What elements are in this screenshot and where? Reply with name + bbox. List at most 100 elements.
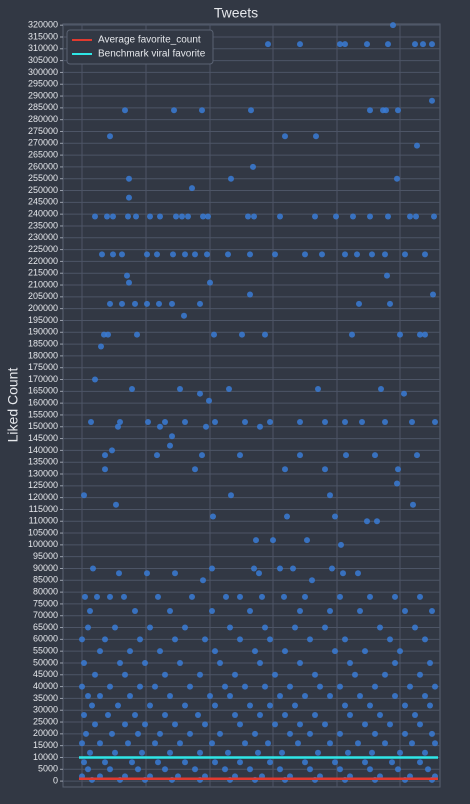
point — [116, 570, 122, 577]
point — [197, 300, 203, 307]
point — [113, 501, 119, 508]
point — [119, 300, 125, 307]
point — [155, 759, 161, 766]
point — [343, 452, 349, 459]
point — [292, 624, 298, 631]
point — [327, 693, 333, 700]
point — [284, 513, 290, 520]
point — [407, 683, 413, 690]
point — [107, 133, 113, 140]
point — [427, 659, 433, 666]
y-tick-label: 185000 — [28, 338, 58, 348]
point — [359, 419, 365, 426]
point — [297, 608, 303, 615]
point — [83, 730, 89, 737]
y-tick-label: 205000 — [28, 291, 58, 301]
point — [90, 565, 96, 572]
point — [104, 213, 110, 220]
point — [127, 693, 133, 700]
point — [307, 730, 313, 737]
y-tick-label: 95000 — [33, 551, 58, 561]
point — [390, 22, 396, 29]
point — [232, 671, 238, 678]
point — [232, 711, 238, 718]
point — [397, 331, 403, 338]
y-tick-label: 125000 — [28, 480, 58, 490]
point — [157, 213, 163, 220]
point — [171, 107, 177, 114]
point — [115, 702, 121, 709]
y-tick-label: 20000 — [33, 728, 58, 738]
point — [202, 636, 208, 643]
point — [162, 671, 168, 678]
point — [409, 419, 415, 426]
y-tick-label: 320000 — [28, 20, 58, 30]
point — [279, 749, 285, 756]
point — [144, 300, 150, 307]
point — [211, 331, 217, 338]
point — [382, 671, 388, 678]
point — [402, 608, 408, 615]
point — [169, 433, 175, 440]
point — [126, 279, 132, 286]
point — [209, 740, 215, 747]
y-tick-label: 265000 — [28, 149, 58, 159]
point — [145, 419, 151, 426]
point — [167, 693, 173, 700]
point — [135, 730, 141, 737]
point — [152, 683, 158, 690]
point — [309, 577, 315, 584]
point — [255, 749, 261, 756]
point — [129, 759, 135, 766]
point — [173, 213, 179, 220]
point — [327, 492, 333, 499]
point — [122, 107, 128, 114]
y-tick-label: 190000 — [28, 327, 58, 337]
y-tick-label: 300000 — [28, 67, 58, 77]
point — [172, 570, 178, 577]
point — [395, 766, 401, 773]
point — [212, 419, 218, 426]
point — [182, 251, 188, 258]
point — [427, 702, 433, 709]
legend-label: Benchmark viral favorite — [98, 49, 206, 60]
y-axis-label: Liked Count — [5, 368, 21, 443]
point — [222, 766, 228, 773]
point — [312, 711, 318, 718]
y-tick-label: 260000 — [28, 161, 58, 171]
point — [177, 659, 183, 666]
point — [156, 300, 162, 307]
point — [94, 593, 100, 600]
y-tick-label: 245000 — [28, 197, 58, 207]
point — [195, 711, 201, 718]
point — [142, 659, 148, 666]
point — [337, 766, 343, 773]
point — [185, 213, 191, 220]
point — [142, 721, 148, 728]
point — [287, 683, 293, 690]
point — [212, 759, 218, 766]
point — [162, 419, 168, 426]
point — [217, 659, 223, 666]
point — [197, 749, 203, 756]
point — [304, 537, 310, 544]
point — [312, 213, 318, 220]
point — [89, 702, 95, 709]
point — [397, 749, 403, 756]
point — [282, 648, 288, 655]
point — [92, 213, 98, 220]
point — [97, 740, 103, 747]
point — [207, 279, 213, 286]
point — [422, 251, 428, 258]
point — [382, 419, 388, 426]
point — [177, 740, 183, 747]
point — [247, 702, 253, 709]
point — [172, 636, 178, 643]
legend-label: Average favorite_count — [98, 35, 201, 46]
point — [377, 711, 383, 718]
point — [133, 213, 139, 220]
point — [267, 636, 273, 643]
point — [147, 213, 153, 220]
point — [127, 648, 133, 655]
y-tick-label: 130000 — [28, 468, 58, 478]
